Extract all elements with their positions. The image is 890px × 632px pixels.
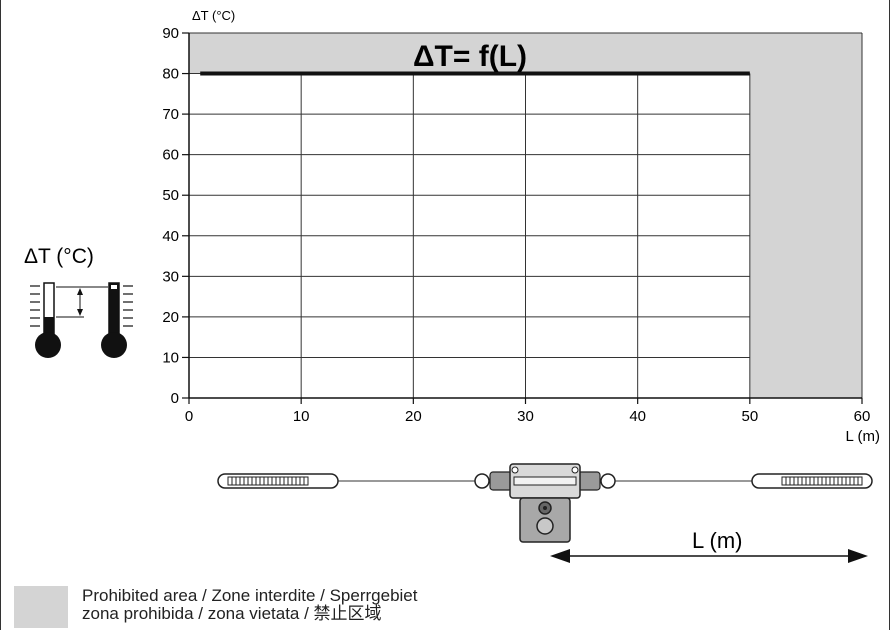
x-tick-label: 10 [293, 408, 310, 425]
y-tick-label: 80 [162, 66, 179, 83]
rope-switch-illustration: L (m) [217, 463, 873, 563]
x-tick-label: 30 [517, 408, 534, 425]
y-tick-label: 40 [162, 228, 179, 245]
x-axis-label: L (m) [846, 428, 880, 445]
grid-lines [189, 32, 863, 398]
x-tick-label: 0 [185, 408, 193, 425]
thermometer-illustration: ΔT (°C) [24, 245, 133, 358]
legend-text: Prohibited area / Zone interdite / Sperr… [82, 587, 417, 623]
prohibited-area [189, 33, 862, 398]
legend-swatch [14, 586, 68, 628]
y-tick-label: 30 [162, 268, 179, 285]
y-tick-label: 0 [171, 390, 179, 407]
y-tick-label: 60 [162, 147, 179, 164]
side-delta-t-label: ΔT (°C) [24, 245, 94, 268]
chart-title: ΔT= f(L) [413, 40, 527, 73]
y-tick-label: 10 [162, 349, 179, 366]
y-tick-label: 20 [162, 309, 179, 326]
switch-box-icon [474, 463, 616, 543]
x-tick-label: 50 [741, 408, 758, 425]
thermometer-cold-icon [30, 282, 61, 358]
y-tick-label: 90 [162, 25, 179, 42]
left-spring-icon [217, 473, 339, 489]
delta-arrow-icon [56, 286, 108, 318]
y-tick-label: 70 [162, 106, 179, 123]
x-tick-labels: 0 10 20 30 40 50 60 [185, 408, 871, 425]
axes [182, 32, 863, 404]
y-axis-label: ΔT (°C) [192, 8, 235, 23]
y-tick-label: 50 [162, 187, 179, 204]
y-tick-labels: 0 10 20 30 40 50 60 70 80 90 [162, 25, 179, 407]
x-tick-label: 40 [629, 408, 646, 425]
legend-line-1: Prohibited area / Zone interdite / Sperr… [82, 586, 418, 605]
length-dimension-arrow: L (m) [550, 528, 868, 563]
right-spring-icon [751, 473, 873, 489]
x-tick-label: 60 [854, 408, 871, 425]
legend-line-2: zona prohibida / zona vietata / 禁止区域 [82, 604, 382, 623]
x-tick-label: 20 [405, 408, 422, 425]
thermometer-hot-icon [101, 282, 133, 358]
length-label: L (m) [692, 528, 743, 553]
